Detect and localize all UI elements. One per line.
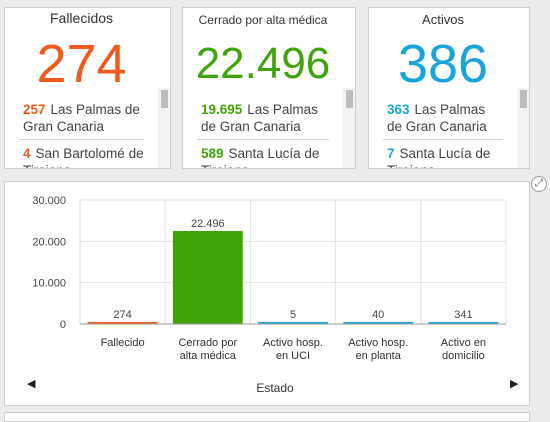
list-item-number: 7: [387, 146, 395, 161]
x-tick-label: Fallecido: [101, 337, 145, 349]
bar-value-label: 22.496: [191, 218, 225, 230]
card-total: 274: [36, 34, 127, 94]
list-item-place: Las Palmas de Gran Canaria: [387, 102, 487, 134]
bar-value-label: 40: [372, 309, 384, 321]
y-tick-label: 0: [60, 319, 66, 331]
bar: [87, 322, 158, 324]
list-item[interactable]: 363 Las Palmas de Gran Canaria: [383, 96, 503, 140]
card-cerrado: Cerrado por alta médica 22.496 19.695 Las…: [182, 7, 356, 169]
list-item-place: Las Palmas de Gran Canaria: [201, 102, 318, 134]
bar-value-label: 5: [290, 309, 296, 321]
x-tick-label: Activo hosp.: [263, 337, 323, 349]
list-item-number: 257: [23, 102, 46, 117]
list-item-number: 363: [387, 102, 410, 117]
x-axis-title: Estado: [256, 381, 294, 395]
scrollbar[interactable]: [343, 88, 355, 168]
bar-value-label: 274: [113, 309, 131, 321]
scrollbar[interactable]: [517, 88, 529, 168]
bar: [343, 322, 414, 324]
x-tick-label: en UCI: [276, 350, 310, 362]
y-tick-label: 20.000: [32, 236, 66, 248]
card-title: Activos: [422, 12, 464, 27]
card-fallecidos: Fallecidos 274 257 Las Palmas de Gran Can…: [4, 7, 171, 169]
x-tick-label: en planta: [356, 350, 402, 362]
scrollbar[interactable]: [158, 88, 170, 168]
list-item-place: Santa Lucía de Tirajana: [387, 146, 491, 168]
x-tick-label: Activo en: [441, 337, 486, 349]
y-tick-label: 10.000: [32, 278, 66, 290]
list-item-number: 589: [201, 146, 224, 161]
list-item[interactable]: 19.695 Las Palmas de Gran Canaria: [197, 96, 329, 140]
expand-icon[interactable]: ⤢: [531, 176, 547, 192]
bar: [258, 322, 328, 324]
bottom-panel: [4, 412, 530, 422]
card-list[interactable]: 19.695 Las Palmas de Gran Canaria 589 Sant…: [183, 96, 343, 168]
x-tick-label: Cerrado por: [178, 337, 237, 349]
card-activos: Activos 386 363 Las Palmas de Gran Canari…: [368, 7, 530, 169]
scrollbar-thumb[interactable]: [520, 90, 527, 108]
list-item-place: Santa Lucía de Tirajana: [201, 146, 320, 168]
list-item-number: 19.695: [201, 102, 243, 117]
list-item-place: San Bartolomé de Tirajana: [23, 146, 144, 168]
x-tick-label: alta médica: [180, 350, 237, 362]
bar: [428, 322, 499, 324]
list-item-number: 4: [23, 146, 31, 161]
chevron-right-icon[interactable]: ▶: [510, 378, 519, 390]
card-list[interactable]: 363 Las Palmas de Gran Canaria 7 Santa Luc…: [369, 96, 517, 168]
chart-panel: [4, 181, 530, 406]
list-item[interactable]: 257 Las Palmas de Gran Canaria: [19, 96, 144, 140]
x-tick-label: domicilio: [442, 350, 485, 362]
scrollbar-thumb[interactable]: [346, 90, 353, 108]
bar-value-label: 341: [454, 309, 472, 321]
y-tick-label: 30.000: [32, 195, 66, 207]
card-total: 22.496: [195, 39, 331, 88]
card-list[interactable]: 257 Las Palmas de Gran Canaria 4 San Barto…: [5, 96, 158, 168]
card-title: Fallecidos: [49, 10, 114, 26]
card-title: Cerrado por alta médica: [198, 13, 328, 27]
chevron-left-icon[interactable]: ◀: [27, 378, 36, 390]
list-item-place: Las Palmas de Gran Canaria: [23, 102, 140, 134]
scrollbar-thumb[interactable]: [161, 90, 168, 108]
card-total: 386: [397, 34, 489, 94]
bar: [172, 231, 243, 324]
x-tick-label: Activo hosp.: [348, 337, 408, 349]
